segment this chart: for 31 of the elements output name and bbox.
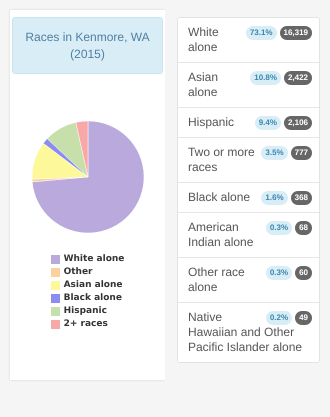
pie-slice — [32, 120, 144, 234]
category-label: Two or more races — [188, 145, 255, 174]
legend-label: 2+ races — [64, 318, 108, 331]
legend-label: White alone — [64, 253, 124, 266]
data-label: 10.8% — [250, 71, 281, 85]
data-label: 0.2% — [266, 311, 292, 325]
data-label: 777 — [290, 146, 312, 160]
data-label: 3.5% — [261, 146, 288, 160]
data-label: 73.1% — [246, 26, 277, 40]
data-label: 368 — [290, 191, 312, 205]
data-label: 49 — [295, 311, 312, 325]
data-label: 60 — [295, 266, 312, 280]
legend-label: Asian alone — [64, 279, 122, 292]
data-label: 9.4% — [254, 116, 281, 130]
category-label: White alone — [188, 25, 219, 54]
category-label: Black alone — [188, 190, 250, 204]
chart-title: Races in Kenmore, WA (2015) — [12, 17, 163, 74]
data-label: 1.6% — [261, 191, 288, 205]
legend-label: Black alone — [64, 292, 122, 305]
category-label: Hispanic — [188, 115, 234, 129]
data-label: 16,319 — [280, 26, 312, 40]
data-label: 2,106 — [284, 116, 312, 130]
category-label: Asian alone — [188, 70, 218, 99]
legend-label: Other — [64, 266, 92, 279]
category-label: Other race alone — [188, 265, 245, 294]
data-label: 0.3% — [266, 221, 292, 235]
data-label: 0.3% — [266, 266, 292, 280]
legend-label: Hispanic — [64, 305, 107, 318]
data-label: 68 — [295, 221, 312, 235]
data-label: 2,422 — [284, 71, 312, 85]
category-label: American Indian alone — [188, 220, 254, 249]
